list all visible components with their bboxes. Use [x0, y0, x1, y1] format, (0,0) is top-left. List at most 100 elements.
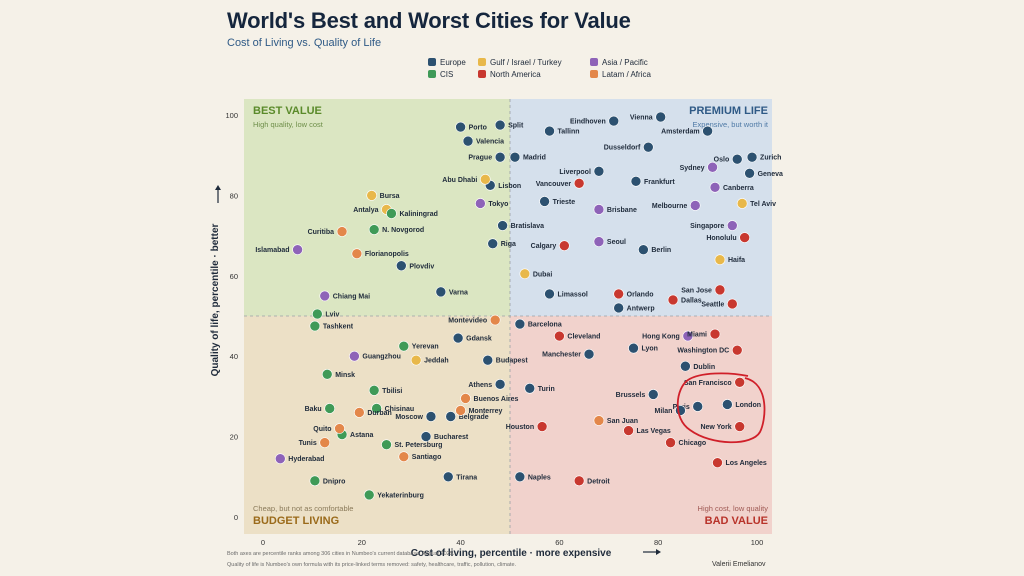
point-label: Sydney: [680, 165, 705, 172]
data-point: [452, 332, 464, 344]
data-point: [354, 407, 365, 418]
data-point: [312, 308, 323, 320]
annotation-circle: [676, 372, 766, 444]
point-label: Montevideo: [448, 318, 487, 325]
point-label: Valencia: [476, 139, 504, 146]
data-point: [455, 405, 466, 416]
point-label: Tunis: [299, 440, 317, 447]
data-point: [509, 151, 521, 163]
legend-swatch: [478, 70, 486, 78]
point-label: Houston: [506, 424, 534, 431]
point-label: Dusseldorf: [604, 145, 641, 152]
data-point: [573, 475, 585, 487]
data-point: [665, 437, 676, 448]
point-label: Split: [508, 123, 524, 130]
data-point: [613, 288, 624, 300]
point-label: Tel Aviv: [750, 201, 776, 208]
data-point: [608, 115, 620, 127]
point-label: Antwerp: [627, 305, 655, 312]
point-label: Limassol: [558, 291, 588, 298]
data-point: [494, 119, 506, 131]
point-label: Canberra: [723, 185, 754, 192]
data-point: [435, 286, 447, 298]
data-point: [487, 238, 499, 249]
point-label: Madrid: [523, 155, 546, 162]
point-label: Curitiba: [308, 229, 335, 236]
data-point: [309, 475, 321, 487]
point-label: Moscow: [395, 414, 423, 421]
point-label: Miami: [687, 332, 707, 339]
quadrant-best-value: [244, 99, 510, 316]
data-point: [324, 403, 335, 414]
data-point: [351, 248, 363, 259]
data-point: [593, 165, 605, 177]
data-point: [689, 200, 701, 211]
footnote-1: Both axes are percentile ranks among 306…: [227, 551, 455, 557]
point-label: Barcelona: [528, 322, 562, 329]
point-label: Tbilisi: [382, 388, 402, 395]
point-label: Frankfurt: [644, 179, 675, 186]
data-point: [559, 240, 570, 251]
data-point: [524, 383, 536, 394]
data-point: [593, 415, 605, 426]
point-label: Cleveland: [567, 334, 600, 341]
data-point: [381, 439, 392, 450]
data-point: [638, 244, 649, 255]
data-point: [623, 425, 634, 436]
point-label: Tirana: [456, 474, 477, 481]
data-point: [514, 318, 526, 330]
point-label: Varna: [449, 289, 468, 296]
data-point: [371, 403, 382, 414]
point-label: Monterrey: [469, 408, 503, 415]
point-label: Berlin: [651, 247, 671, 254]
point-label: Orlando: [627, 291, 654, 298]
data-point: [734, 377, 746, 388]
data-point: [336, 226, 348, 237]
point-label: London: [735, 402, 761, 409]
data-point: [736, 198, 748, 209]
point-label: Vancouver: [536, 181, 572, 188]
legend-label: CIS: [440, 70, 454, 79]
y-tick-label: 20: [230, 433, 238, 442]
quadrant-sub-premium-life: Expensive, but worth it: [693, 120, 769, 129]
legend-swatch: [428, 70, 436, 78]
data-point: [655, 111, 666, 123]
data-point: [731, 153, 743, 165]
x-tick-label: 80: [654, 538, 662, 547]
data-point: [680, 360, 691, 372]
point-label: Brisbane: [607, 207, 637, 214]
data-point: [398, 340, 410, 352]
data-point: [489, 314, 501, 326]
data-point: [712, 457, 723, 469]
point-label: Astana: [350, 432, 373, 439]
point-label: Lyon: [642, 346, 658, 353]
legend-label: Asia / Pacific: [602, 58, 648, 67]
point-label: Chiang Mai: [333, 293, 370, 300]
point-label: Lviv: [325, 311, 339, 318]
point-label: Amsterdam: [661, 129, 700, 136]
data-point: [709, 182, 721, 193]
point-label: Belgrade: [459, 414, 489, 421]
point-label: Seattle: [701, 301, 724, 308]
y-tick-label: 60: [230, 272, 238, 281]
quadrant-title-premium-life: PREMIUM LIFE: [689, 105, 768, 117]
data-point: [647, 389, 659, 400]
data-point: [460, 393, 471, 404]
data-point: [702, 125, 713, 137]
data-point: [709, 328, 721, 340]
data-point: [514, 471, 526, 483]
x-tick-label: 60: [555, 538, 563, 547]
legend-item: Latam / Africa: [590, 70, 651, 79]
data-point: [744, 167, 755, 179]
point-label: Bursa: [380, 193, 400, 200]
data-point: [334, 423, 345, 434]
x-tick-label: 40: [456, 538, 464, 547]
point-label: Geneva: [758, 171, 783, 178]
x-tick-label: 0: [261, 538, 265, 547]
data-point: [494, 151, 506, 163]
point-label: Gdansk: [466, 336, 492, 343]
data-point: [593, 204, 605, 215]
data-point: [368, 385, 380, 396]
point-label: Yekaterinburg: [377, 492, 424, 499]
